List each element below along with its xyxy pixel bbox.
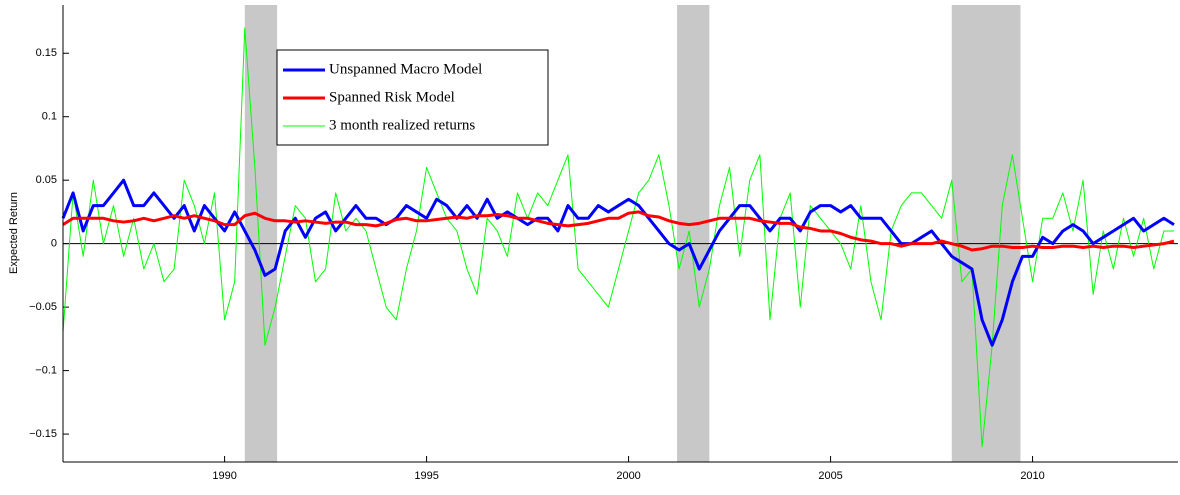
legend-box — [276, 49, 549, 146]
y-tick-label: −0.15 — [29, 428, 57, 440]
x-tick-label: 1995 — [414, 470, 438, 482]
x-tick-label: 2010 — [1020, 470, 1044, 482]
y-tick-label: 0.05 — [36, 174, 57, 186]
legend-label: 3 month realized returns — [329, 117, 475, 133]
x-tick-label: 1990 — [212, 470, 236, 482]
y-tick-label: 0 — [51, 238, 57, 250]
x-tick-label: 2000 — [616, 470, 640, 482]
y-tick-label: 0.1 — [42, 111, 57, 123]
y-tick-label: −0.05 — [29, 301, 57, 313]
legend: Unspanned Macro Model Spanned Risk Model 3… — [276, 49, 549, 146]
y-axis-label: Expected Return — [8, 192, 20, 274]
x-tick-label: 2005 — [818, 470, 842, 482]
shaded-region — [951, 5, 1021, 462]
legend-label: Unspanned Macro Model — [329, 61, 482, 77]
y-tick-label: −0.1 — [35, 365, 57, 377]
shaded-region — [244, 5, 278, 462]
shaded-region — [677, 5, 710, 462]
series-line — [62, 27, 1174, 448]
legend-label: Spanned Risk Model — [329, 89, 455, 105]
series-line — [61, 178, 1175, 347]
y-tick-label: 0.15 — [36, 47, 57, 59]
series-line — [62, 210, 1175, 252]
